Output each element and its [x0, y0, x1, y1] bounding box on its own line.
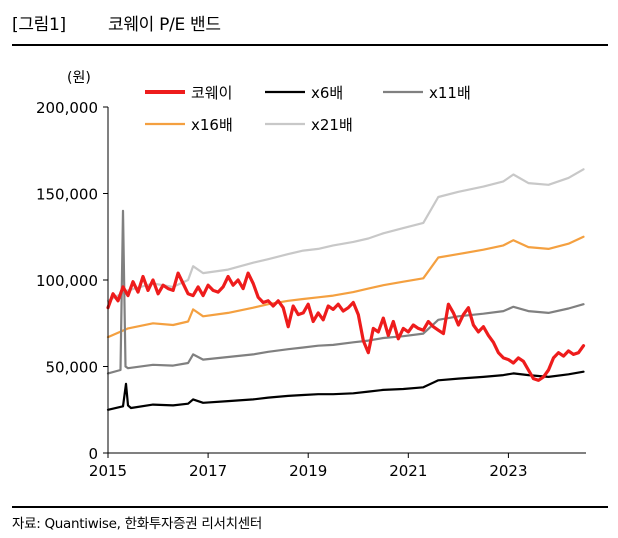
y-tick-label: 200,000 — [36, 99, 98, 117]
top-rule — [12, 44, 608, 46]
legend-label-2: x11배 — [429, 84, 471, 102]
series-line-4 — [106, 168, 585, 302]
series-line-1 — [106, 370, 585, 411]
figure-title: 코웨이 P/E 밴드 — [108, 15, 221, 35]
figure-number: [그림1] — [12, 15, 66, 35]
y-axis-unit-label: (원) — [67, 70, 91, 86]
x-tick-label: 2023 — [489, 462, 527, 480]
axes: 0 50,000 100,000 150,000 200,000 2015 2017 2019… — [36, 99, 586, 480]
y-tick-label: 150,000 — [36, 186, 98, 204]
legend: 코웨이 x6배 x11배 x16배 x21배 — [145, 84, 471, 134]
plot-lines — [106, 168, 586, 411]
x-tick-label: 2015 — [89, 462, 127, 480]
series-line-3 — [106, 235, 585, 339]
pe-band-chart: (원) 0 50,000 100,000 150,000 200,000 2015 2017… — [36, 70, 586, 480]
source-note: 자료: Quantiwise, 한화투자증권 리서치센터 — [12, 516, 262, 532]
bottom-rule — [12, 506, 608, 508]
series-line-0 — [106, 271, 586, 382]
series-line-2 — [106, 209, 585, 375]
legend-label-4: x21배 — [311, 116, 353, 134]
legend-label-3: x16배 — [191, 116, 233, 134]
x-tick-label: 2019 — [289, 462, 327, 480]
legend-label-1: x6배 — [311, 84, 343, 102]
y-tick-label: 50,000 — [46, 359, 99, 377]
x-tick-label: 2021 — [389, 462, 427, 480]
figure-title-block: [그림1] 코웨이 P/E 밴드 — [12, 10, 221, 35]
x-tick-label: 2017 — [189, 462, 227, 480]
y-tick-label: 100,000 — [36, 272, 98, 290]
legend-label-0: 코웨이 — [191, 84, 232, 102]
y-tick-label: 0 — [88, 445, 98, 463]
